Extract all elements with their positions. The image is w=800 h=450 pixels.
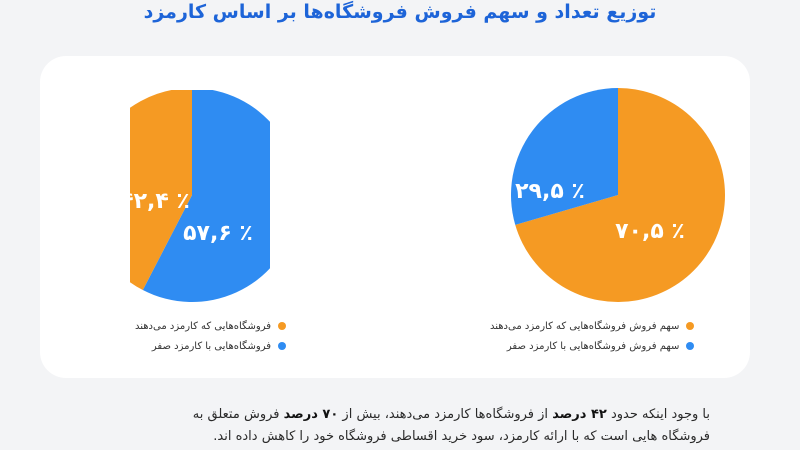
chart-card: ٪ ۵۷,۶ ٪ ۴۲,۴ ٪ ۷۰,۵ ٪ ۲۹,۵ فروشگاه‌هایی ک… bbox=[40, 56, 750, 378]
pie-chart-sales-share: ٪ ۷۰,۵ ٪ ۲۹,۵ bbox=[511, 88, 725, 303]
legend-item-sales-paying: سهم فروش فروشگاه‌هایی که کارمزد می‌دهند bbox=[490, 316, 695, 336]
note-text: از فروشگاه‌ها کارمزد می‌دهند، بیش از bbox=[342, 407, 549, 422]
pie-left-slices bbox=[130, 90, 270, 302]
legend-dot-blue bbox=[686, 342, 695, 350]
note-highlight: ۷۰ درصد bbox=[283, 407, 339, 422]
summary-note: با وجود اینکه حدود ۴۲ درصد از فروشگاه‌ها… bbox=[90, 404, 710, 448]
note-text: با وجود اینکه حدود bbox=[610, 407, 710, 422]
note-highlight: ۴۲ درصد bbox=[552, 407, 607, 422]
pie-slice-label: ٪ ۷۰,۵ bbox=[615, 219, 685, 244]
pie-slice bbox=[511, 88, 618, 225]
legend-label: فروشگاه‌هایی با کارمزد صفر bbox=[151, 340, 272, 352]
legend-label: فروشگاه‌هایی که کارمزد می‌دهند bbox=[135, 320, 272, 332]
legend-left: فروشگاه‌هایی که کارمزد می‌دهند فروشگاه‌ه… bbox=[135, 316, 287, 356]
pie-chart-store-count: ٪ ۵۷,۶ ٪ ۴۲,۴ bbox=[130, 90, 270, 302]
note-text: فروشگاه هایی است که با ارائه کارمزد، سود… bbox=[213, 429, 710, 444]
legend-right: سهم فروش فروشگاه‌هایی که کارمزد می‌دهند … bbox=[490, 316, 695, 356]
legend-dot-blue bbox=[278, 342, 287, 350]
page-title: توزیع تعداد و سهم فروش فروشگاه‌ها بر اسا… bbox=[143, 1, 657, 23]
pie-right-slices bbox=[511, 88, 725, 303]
pie-slice bbox=[130, 90, 192, 291]
legend-item-paying: فروشگاه‌هایی که کارمزد می‌دهند bbox=[135, 316, 287, 336]
note-text: فروش متعلق به bbox=[192, 407, 280, 422]
pie-slice bbox=[515, 88, 725, 303]
pie-slice bbox=[142, 90, 270, 302]
legend-dot-orange bbox=[278, 322, 287, 330]
legend-item-zero-fee: فروشگاه‌هایی با کارمزد صفر bbox=[135, 336, 287, 356]
pie-left-labels: ٪ ۵۷,۶ ٪ ۴۲,۴ bbox=[130, 189, 253, 246]
legend-label: سهم فروش فروشگاه‌هایی که کارمزد می‌دهند bbox=[490, 320, 680, 332]
legend-label: سهم فروش فروشگاه‌هایی با کارمزد صفر bbox=[506, 340, 680, 352]
pie-right-labels: ٪ ۷۰,۵ ٪ ۲۹,۵ bbox=[515, 179, 685, 244]
pie-slice-label: ٪ ۴۲,۴ bbox=[130, 189, 190, 214]
pie-slice-label: ٪ ۵۷,۶ bbox=[183, 221, 253, 246]
legend-dot-orange bbox=[686, 322, 695, 330]
legend-item-sales-zero-fee: سهم فروش فروشگاه‌هایی با کارمزد صفر bbox=[490, 336, 695, 356]
pie-slice-label: ٪ ۲۹,۵ bbox=[515, 179, 585, 204]
